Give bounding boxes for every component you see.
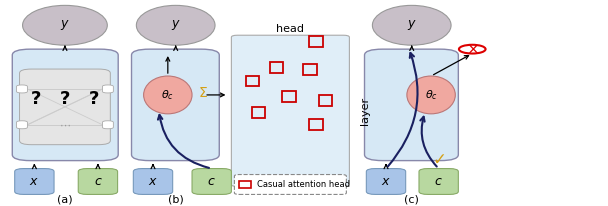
Text: $x$: $x$ (29, 175, 40, 188)
Text: $\Sigma$: $\Sigma$ (198, 86, 208, 100)
Text: $c$: $c$ (434, 175, 443, 188)
FancyBboxPatch shape (131, 49, 219, 161)
FancyBboxPatch shape (78, 169, 117, 194)
Text: $x$: $x$ (148, 175, 158, 188)
Text: head: head (277, 24, 305, 34)
Text: $\times$: $\times$ (466, 42, 478, 57)
Text: $\theta_c$: $\theta_c$ (424, 88, 438, 102)
FancyBboxPatch shape (133, 169, 173, 194)
Bar (282, 91, 295, 102)
Bar (270, 62, 283, 73)
Bar (239, 181, 251, 188)
Ellipse shape (407, 76, 455, 114)
Text: ?: ? (89, 90, 99, 108)
Text: $y$: $y$ (60, 18, 70, 32)
Bar (303, 64, 317, 75)
FancyBboxPatch shape (419, 169, 458, 194)
FancyBboxPatch shape (192, 169, 232, 194)
Bar (309, 119, 323, 130)
Text: (c): (c) (404, 194, 419, 204)
Text: ?: ? (30, 90, 41, 108)
Text: $\cdots$: $\cdots$ (59, 120, 71, 130)
Bar (252, 107, 265, 118)
Text: $y$: $y$ (407, 18, 416, 32)
Text: layer: layer (359, 97, 370, 125)
FancyBboxPatch shape (232, 35, 350, 186)
FancyBboxPatch shape (19, 69, 110, 145)
Bar (319, 95, 332, 106)
Text: $y$: $y$ (171, 18, 181, 32)
Text: $x$: $x$ (381, 175, 391, 188)
Text: ?: ? (60, 90, 70, 108)
FancyBboxPatch shape (365, 49, 458, 161)
FancyBboxPatch shape (103, 85, 113, 93)
Text: $\checkmark$: $\checkmark$ (432, 150, 445, 168)
Text: $c$: $c$ (207, 175, 216, 188)
FancyBboxPatch shape (103, 121, 113, 129)
Text: $\theta_c$: $\theta_c$ (161, 88, 174, 102)
Bar (309, 36, 323, 47)
FancyBboxPatch shape (12, 49, 118, 161)
FancyBboxPatch shape (16, 121, 27, 129)
Ellipse shape (136, 5, 215, 45)
Text: Casual attention head: Casual attention head (257, 180, 350, 189)
FancyBboxPatch shape (367, 169, 406, 194)
Text: (a): (a) (57, 194, 73, 204)
Ellipse shape (372, 5, 451, 45)
Text: $c$: $c$ (94, 175, 102, 188)
Bar (246, 76, 259, 87)
FancyBboxPatch shape (16, 85, 27, 93)
FancyBboxPatch shape (235, 174, 347, 194)
Ellipse shape (143, 76, 192, 114)
FancyBboxPatch shape (15, 169, 54, 194)
Text: (b): (b) (168, 194, 184, 204)
Ellipse shape (22, 5, 107, 45)
